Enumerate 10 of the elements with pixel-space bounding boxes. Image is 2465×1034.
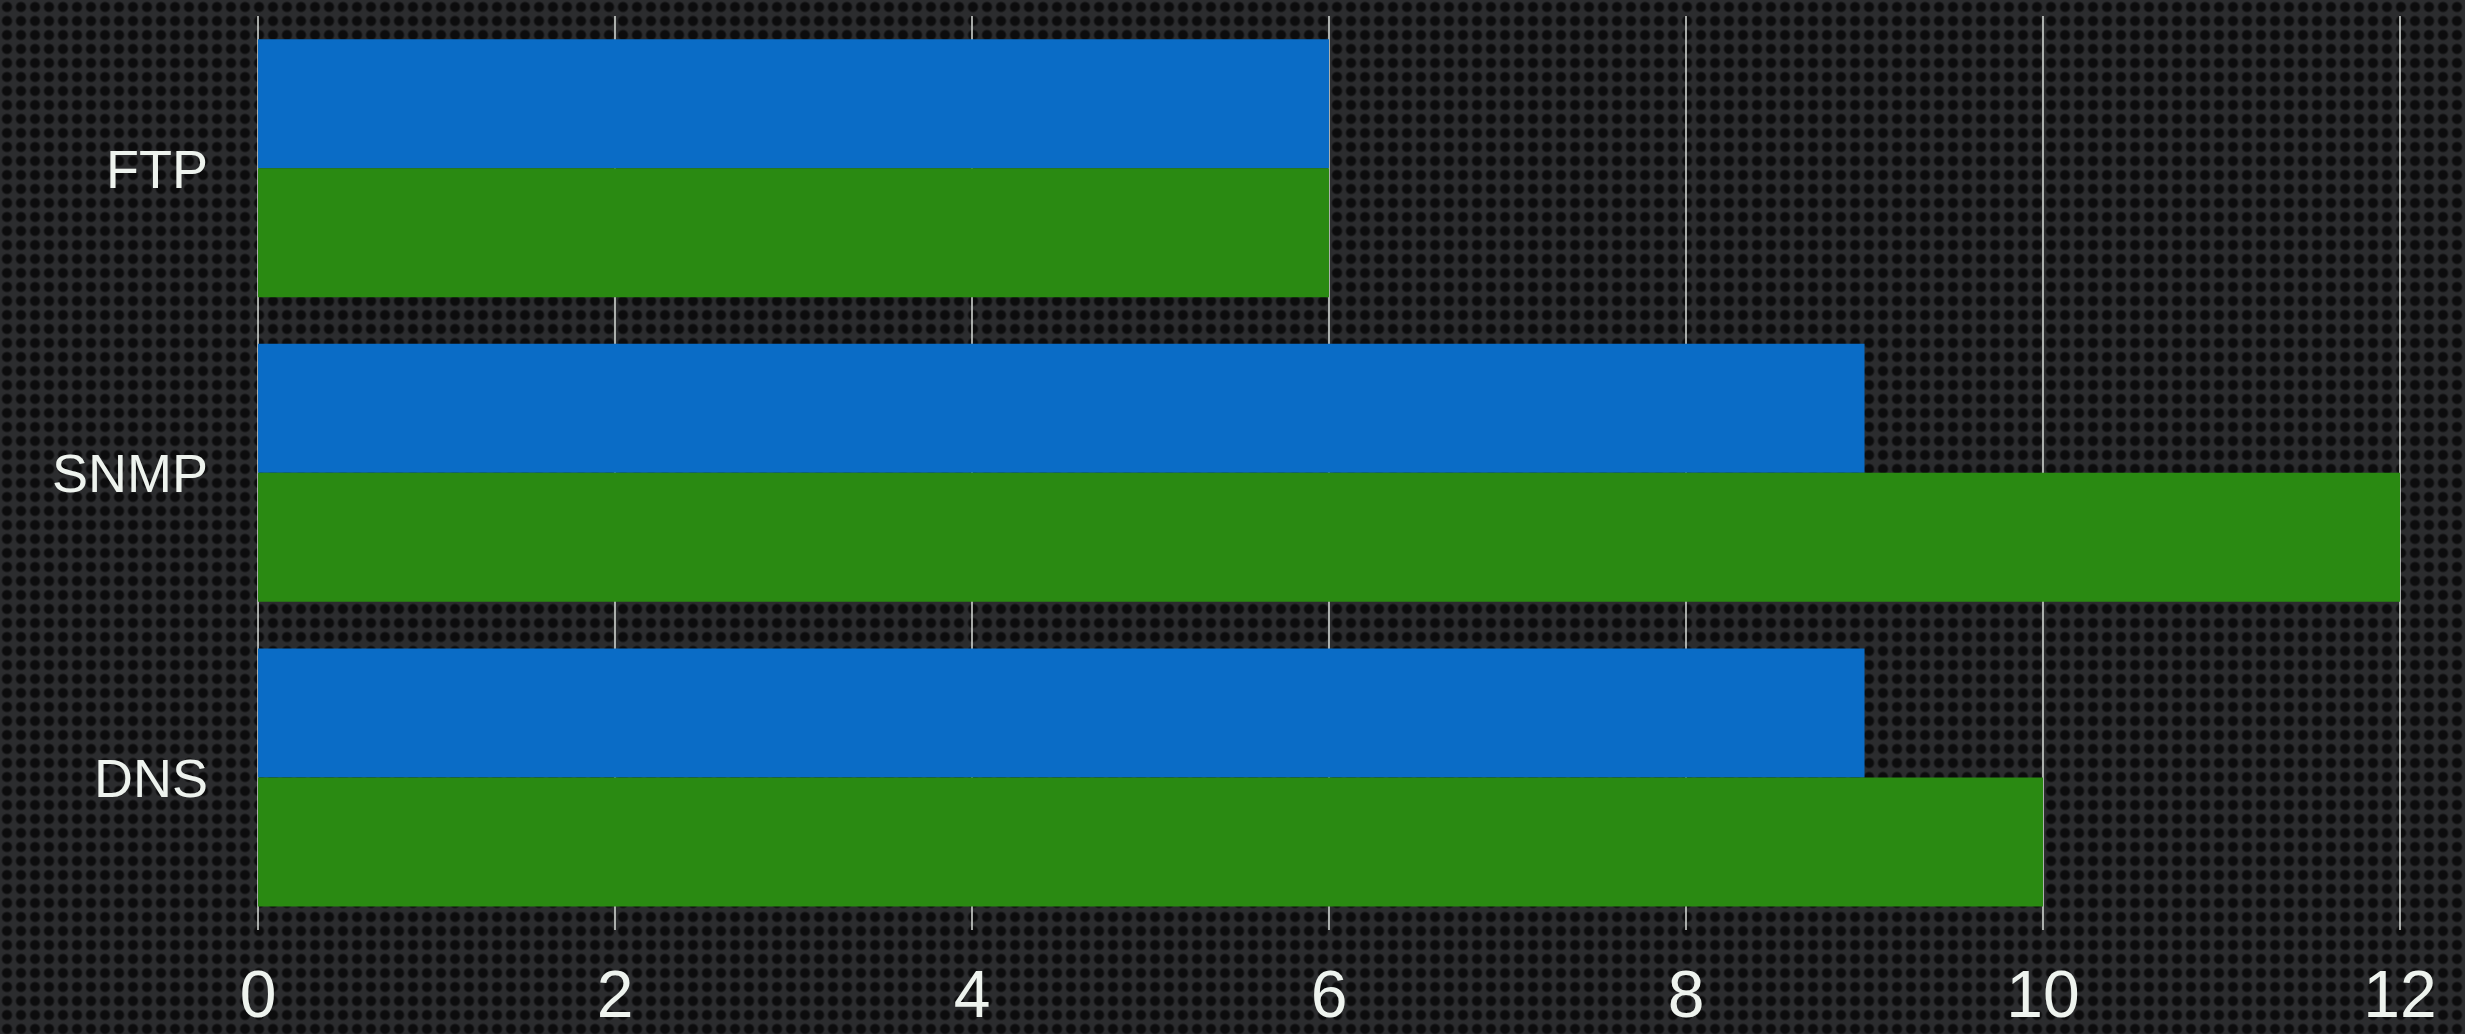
x-tick-label: 8 (1667, 956, 1705, 1031)
x-tick-label: 6 (1310, 956, 1348, 1031)
x-tick-label: 2 (596, 956, 634, 1031)
y-tick-label: DNS (93, 747, 208, 808)
y-tick-label: FTP (106, 138, 208, 199)
x-tick-label: 4 (953, 956, 991, 1031)
y-tick-label: SNMP (51, 443, 208, 504)
x-tick-label: 12 (2363, 956, 2437, 1031)
x-tick-label: 10 (2006, 956, 2080, 1031)
x-tick-label: 0 (239, 956, 277, 1031)
